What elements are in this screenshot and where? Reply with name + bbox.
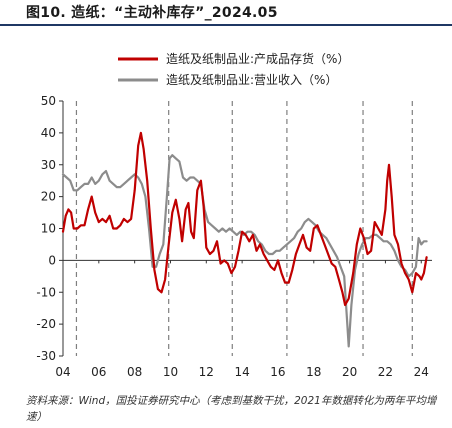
x-tick-label-3: 10: [163, 365, 178, 379]
title-rule: [0, 24, 452, 26]
y-tick-label-0: 50: [41, 94, 56, 108]
y-tick-label-3: 20: [41, 190, 56, 204]
legend: 造纸及纸制品业:产成品存货（%） 造纸及纸制品业:营业收入（%）: [118, 51, 349, 87]
legend-label-series2: 造纸及纸制品业:营业收入（%）: [166, 73, 337, 87]
series-line-1: [61, 131, 428, 307]
x-tick-label-6: 16: [270, 365, 285, 379]
chart-title: 图10. 造纸：“主动补库存”_2024.05: [26, 5, 278, 21]
x-tick-label-7: 18: [306, 365, 321, 379]
x-tick-label-5: 14: [234, 365, 249, 379]
x-tick-label-8: 20: [342, 365, 357, 379]
series-lines: [61, 131, 428, 348]
x-tick-label-0: 04: [55, 365, 70, 379]
x-tick-label-1: 06: [91, 365, 106, 379]
series-line-2: [61, 154, 428, 348]
legend-label-series1: 造纸及纸制品业:产成品存货（%）: [166, 51, 349, 66]
x-tick-label-2: 08: [127, 365, 142, 379]
y-tick-label-5: 0: [48, 253, 56, 267]
dashed-lines: [75, 101, 413, 356]
y-tick-label-6: -10: [36, 285, 56, 299]
y-tick-label-8: -30: [36, 349, 56, 363]
y-tick-label-1: 40: [41, 126, 56, 140]
x-tick-label-9: 22: [378, 365, 393, 379]
source-note: 资料来源：Wind，国投证券研究中心（考虑到基数干扰，2021年数据转化为两年平…: [26, 395, 437, 423]
y-tick-label-4: 10: [41, 222, 56, 236]
x-tick-label-10: 24: [414, 365, 429, 379]
x-tick-label-4: 12: [199, 365, 214, 379]
y-tick-label-7: -20: [36, 317, 56, 331]
y-tick-label-2: 30: [41, 158, 56, 172]
axes: 50 40 30 20 10 0 -10 -20 -30 04 06 08 10 12 14 16 18 20 22…: [36, 94, 432, 379]
